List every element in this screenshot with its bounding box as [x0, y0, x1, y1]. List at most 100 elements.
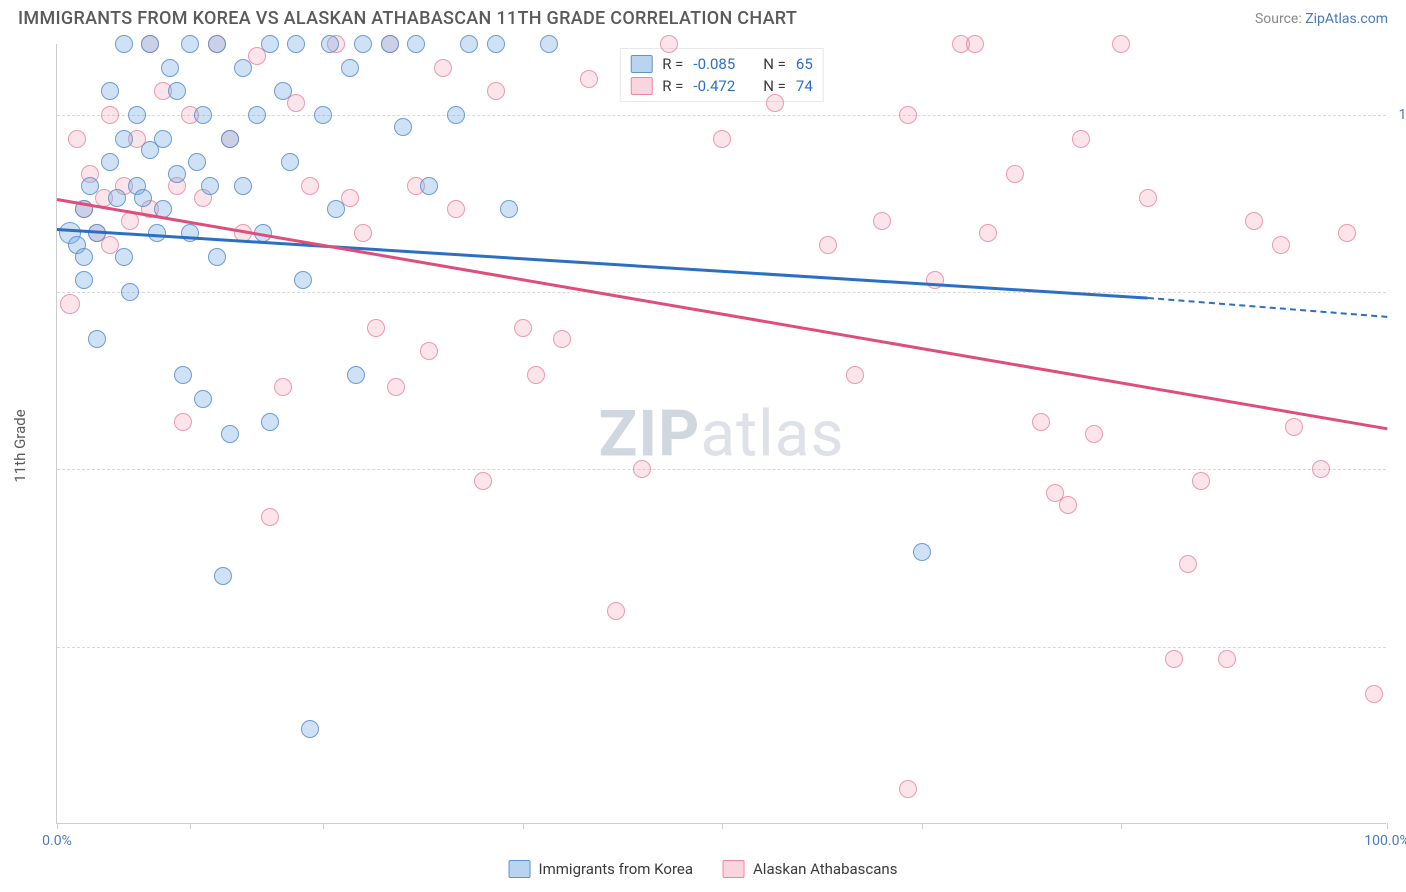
data-point-pink: [474, 472, 492, 490]
legend-r-label: R =: [662, 55, 683, 73]
y-axis-title: 11th Grade: [11, 409, 29, 482]
data-point-pink: [1006, 165, 1024, 183]
data-point-blue: [487, 35, 505, 53]
data-point-pink: [607, 602, 625, 620]
data-point-pink: [514, 319, 532, 337]
gridline: [57, 647, 1386, 648]
data-point-pink: [1032, 413, 1050, 431]
source-label: Source:: [1255, 11, 1305, 27]
data-point-blue: [181, 224, 199, 242]
data-point-pink: [60, 294, 80, 314]
gridline: [57, 469, 1386, 470]
data-point-pink: [387, 378, 405, 396]
data-point-blue: [154, 130, 172, 148]
y-tick-label: 100.0%: [1399, 107, 1406, 123]
legend-n-label: N =: [763, 77, 786, 95]
correlation-legend-row: R = -0.472 N = 74: [626, 75, 817, 97]
data-point-pink: [1218, 650, 1236, 668]
data-point-pink: [1179, 555, 1197, 573]
data-point-pink: [1192, 472, 1210, 490]
data-point-blue: [301, 720, 319, 738]
data-point-blue: [101, 153, 119, 171]
data-point-blue: [261, 35, 279, 53]
x-tick: [323, 823, 324, 829]
data-point-blue: [168, 165, 186, 183]
data-point-pink: [487, 82, 505, 100]
legend-r-value: -0.472: [693, 77, 735, 95]
data-point-pink: [101, 106, 119, 124]
data-point-blue: [354, 35, 372, 53]
watermark: ZIPatlas: [599, 396, 845, 471]
data-point-blue: [381, 35, 399, 53]
data-point-blue: [108, 189, 126, 207]
series-legend-item: Immigrants from Korea: [509, 860, 693, 878]
data-point-pink: [660, 35, 678, 53]
data-point-blue: [294, 271, 312, 289]
data-point-blue: [174, 366, 192, 384]
data-point-blue: [540, 35, 558, 53]
source-link[interactable]: ZipAtlas.com: [1305, 11, 1388, 27]
data-point-pink: [1272, 236, 1290, 254]
chart-source: Source: ZipAtlas.com: [1255, 11, 1388, 27]
x-tick: [190, 823, 191, 829]
series-legend-label: Immigrants from Korea: [539, 860, 693, 878]
data-point-pink: [633, 460, 651, 478]
chart-title: IMMIGRANTS FROM KOREA VS ALASKAN ATHABAS…: [18, 8, 797, 29]
data-point-pink: [1312, 460, 1330, 478]
data-point-blue: [88, 330, 106, 348]
data-point-pink: [68, 130, 86, 148]
data-point-pink: [899, 106, 917, 124]
data-point-blue: [221, 425, 239, 443]
trendline-pink: [57, 198, 1387, 430]
series-legend-label: Alaskan Athabascans: [753, 860, 897, 878]
data-point-blue: [500, 200, 518, 218]
data-point-blue: [194, 106, 212, 124]
data-point-blue: [327, 200, 345, 218]
data-point-blue: [234, 177, 252, 195]
legend-n-value: 74: [796, 77, 813, 95]
data-point-blue: [214, 567, 232, 585]
data-point-blue: [261, 413, 279, 431]
data-point-pink: [580, 70, 598, 88]
data-point-blue: [188, 153, 206, 171]
swatch-pink-icon: [630, 77, 652, 95]
data-point-pink: [121, 212, 139, 230]
data-point-blue: [201, 177, 219, 195]
data-point-pink: [966, 35, 984, 53]
data-point-pink: [447, 200, 465, 218]
data-point-pink: [846, 366, 864, 384]
data-point-pink: [1285, 418, 1303, 436]
watermark-zip: ZIP: [599, 396, 701, 471]
data-point-pink: [174, 413, 192, 431]
data-point-pink: [420, 342, 438, 360]
data-point-pink: [873, 212, 891, 230]
series-legend: Immigrants from Korea Alaskan Athabascan…: [509, 860, 898, 878]
data-point-blue: [420, 177, 438, 195]
data-point-blue: [394, 118, 412, 136]
swatch-pink-icon: [723, 860, 745, 878]
data-point-blue: [913, 543, 931, 561]
correlation-legend: R = -0.085 N = 65 R = -0.472 N = 74: [619, 48, 824, 102]
data-point-blue: [161, 59, 179, 77]
watermark-atlas: atlas: [700, 396, 844, 471]
x-tick: [523, 823, 524, 829]
x-tick-label: 0.0%: [42, 833, 72, 849]
legend-n-label: N =: [763, 55, 786, 73]
data-point-pink: [819, 236, 837, 254]
data-point-pink: [713, 130, 731, 148]
legend-n-value: 65: [796, 55, 813, 73]
data-point-pink: [1139, 189, 1157, 207]
data-point-pink: [1365, 685, 1383, 703]
data-point-blue: [447, 106, 465, 124]
x-tick: [722, 823, 723, 829]
data-point-blue: [281, 153, 299, 171]
scatter-chart: ZIPatlas R = -0.085 N = 65 R = -0.472 N …: [56, 44, 1386, 824]
data-point-pink: [1112, 35, 1130, 53]
data-point-pink: [979, 224, 997, 242]
series-legend-item: Alaskan Athabascans: [723, 860, 897, 878]
data-point-blue: [194, 390, 212, 408]
data-point-blue: [134, 189, 152, 207]
data-point-blue: [321, 35, 339, 53]
data-point-blue: [75, 271, 93, 289]
gridline: [57, 292, 1386, 293]
